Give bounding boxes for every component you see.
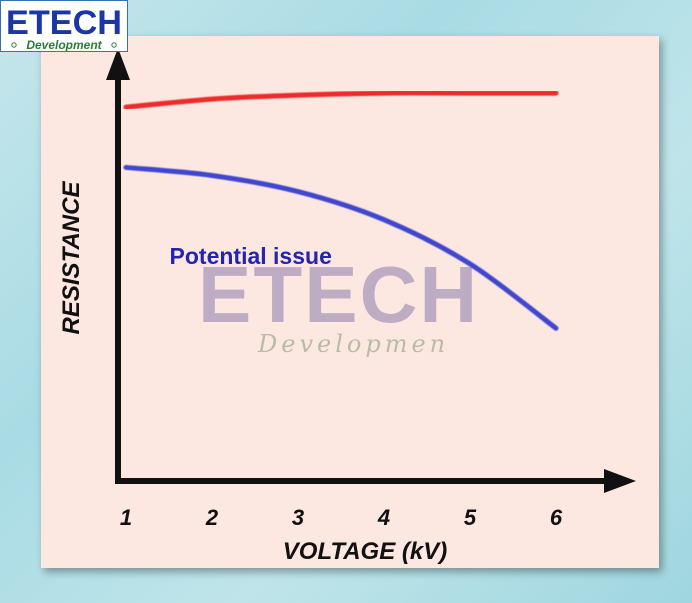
series-line-1	[123, 90, 559, 110]
x-tick-label-6: 6	[550, 505, 563, 530]
logo-dot-left-icon	[11, 42, 17, 48]
x-tick-label-2: 2	[205, 505, 219, 530]
x-tick-labels: 1 2 3 4 5 6	[120, 505, 563, 530]
x-tick-label-1: 1	[120, 505, 132, 530]
logo-brand: ETECH	[6, 4, 122, 42]
etech-logo-mark: ETECH Development	[6, 4, 122, 52]
annotations: Potential issue	[170, 243, 332, 269]
logo-dot-right-icon	[111, 42, 117, 48]
logo-tagline: Development	[26, 38, 102, 51]
watermark-tagline: Developmen	[257, 330, 449, 358]
y-axis-label: RESISTANCE	[58, 181, 85, 335]
x-axis-label: VOLTAGE (kV)	[283, 538, 447, 565]
x-tick-label-3: 3	[292, 505, 304, 530]
x-axis-arrow-icon	[604, 469, 636, 493]
annotation-1: Potential issue	[170, 243, 332, 269]
series-line-2	[123, 164, 559, 331]
watermark-brand: ETECH	[198, 250, 479, 339]
watermark: ETECH Developmen	[198, 250, 479, 358]
x-tick-label-5: 5	[464, 505, 477, 530]
axes	[106, 48, 636, 493]
series-layer	[123, 90, 559, 331]
etech-logo: ETECH Development	[0, 0, 128, 52]
y-axis-arrow-icon	[106, 48, 130, 80]
x-tick-label-4: 4	[377, 505, 390, 530]
